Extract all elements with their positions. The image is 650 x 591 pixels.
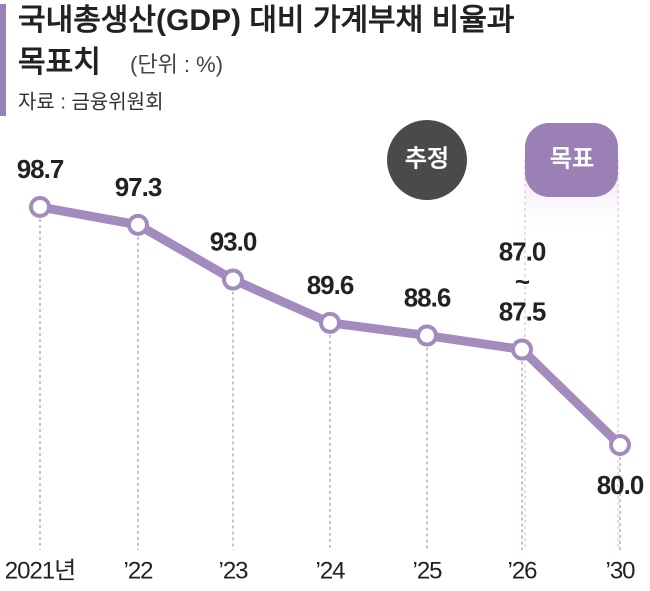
value-label: 88.6 [404, 282, 451, 312]
value-label: 87.0 ~87.5 [499, 236, 546, 326]
point [319, 311, 341, 334]
point [416, 324, 438, 347]
point [609, 434, 631, 456]
point [29, 196, 51, 218]
title-bar [0, 4, 6, 116]
point [127, 213, 149, 236]
point [222, 268, 244, 291]
chart-title-line2: 목표치 [18, 46, 101, 79]
annotation-badge [387, 120, 467, 200]
x-tick-label: ’24 [315, 557, 345, 584]
chart-title: 국내총생산(GDP) 대비 가계부채 비율과 [18, 4, 515, 37]
value-label: 89.6 [307, 270, 354, 300]
annotation: 목표 [550, 145, 594, 172]
annotation-badge [525, 123, 618, 197]
x-tick-label: ’25 [412, 557, 442, 584]
x-tick-label: ’23 [218, 557, 248, 584]
value-label: 93.0 [210, 226, 257, 256]
x-tick-label: ’26 [507, 557, 537, 584]
subtitle: (단위 : %) [130, 52, 223, 77]
point [511, 338, 533, 361]
value-label: 80.0 [597, 470, 644, 500]
x-tick-label: ’30 [605, 557, 635, 584]
value-label: 97.3 [115, 172, 162, 202]
x-tick-label: ’22 [123, 557, 153, 584]
annotation: 추정 [405, 145, 449, 172]
source: 자료 : 금융위원회 [18, 90, 163, 113]
value-label: 98.7 [17, 154, 64, 184]
x-tick-label: 2021년 [5, 557, 75, 584]
